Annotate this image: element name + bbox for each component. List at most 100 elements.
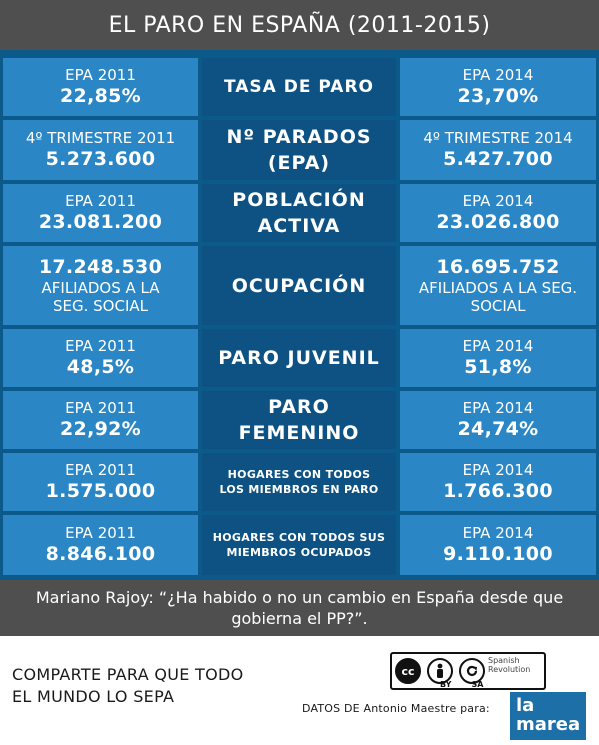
row-title-line2: LOS MIEMBROS EN PARO [219, 483, 379, 496]
right-value: 1.766.300 [443, 480, 553, 502]
left-cell: EPA 2011 1.575.000 [3, 453, 198, 511]
row-title: PARO JUVENIL [218, 347, 380, 369]
right-cell: 16.695.752 AFILIADOS A LA SEG. SOCIAL [400, 246, 596, 325]
logo-line2: marea [516, 714, 581, 735]
left-label: EPA 2011 [65, 66, 136, 84]
right-sub-line2: SOCIAL [470, 297, 526, 315]
left-cell: EPA 2011 22,92% [3, 391, 198, 449]
spanish-revolution-tag: Spanish Revolution [488, 656, 544, 674]
left-value: 48,5% [66, 356, 135, 378]
header-band: EL PARO EN ESPAÑA (2011-2015) [0, 0, 599, 50]
comparison-table: EPA 2011 22,85% TASA DE PARO EPA 2014 23… [0, 50, 599, 580]
left-cell: EPA 2011 22,85% [3, 58, 198, 116]
row-title-line1: HOGARES CON TODOS [227, 468, 371, 481]
cc-sa-label: SA [471, 680, 484, 689]
right-value: 51,8% [464, 356, 532, 378]
right-label: EPA 2014 [462, 399, 534, 417]
right-value: 23,70% [457, 85, 539, 107]
left-label: EPA 2011 [65, 192, 136, 210]
cc-labels: BY SA [440, 680, 503, 689]
tag-line1: Spanish [488, 656, 520, 665]
right-label: EPA 2014 [462, 337, 534, 355]
row-title: OCUPACIÓN [231, 274, 367, 297]
left-value: 22,85% [60, 85, 141, 107]
left-cell: 4º TRIMESTRE 2011 5.273.600 [3, 120, 198, 180]
left-value: 17.248.530 [38, 256, 163, 278]
row-title-line1: PARO [268, 396, 330, 418]
left-value: 8.846.100 [45, 543, 156, 565]
right-cell: EPA 2014 24,74% [400, 391, 596, 449]
left-cell: EPA 2011 48,5% [3, 329, 198, 387]
person-icon [437, 663, 443, 678]
right-label: EPA 2014 [462, 524, 534, 542]
left-value: 23.081.200 [38, 211, 163, 233]
middle-cell: POBLACIÓN ACTIVA [202, 184, 396, 242]
row-title-line1: HOGARES CON TODOS SUS [212, 531, 386, 544]
left-value: 5.273.600 [45, 148, 156, 170]
right-cell: EPA 2014 1.766.300 [400, 453, 596, 511]
left-sub-line1: AFILIADOS A LA [41, 279, 160, 297]
credits-text: DATOS DE Antonio Maestre para: [302, 702, 490, 715]
left-value: 22,92% [60, 418, 141, 440]
left-cell: EPA 2011 8.846.100 [3, 515, 198, 575]
row-num-parados: 4º TRIMESTRE 2011 5.273.600 Nº PARADOS (… [0, 120, 599, 180]
left-sub-line2: SEG. SOCIAL [52, 297, 148, 315]
right-value: 16.695.752 [436, 256, 560, 278]
cc-license-badge: cc [390, 652, 546, 690]
row-paro-juvenil: EPA 2011 48,5% PARO JUVENIL EPA 2014 51,… [0, 329, 599, 387]
middle-cell: HOGARES CON TODOS SUS MIEMBROS OCUPADOS [202, 515, 396, 575]
row-poblacion-activa: EPA 2011 23.081.200 POBLACIÓN ACTIVA EPA… [0, 184, 599, 242]
la-marea-logo: la marea [510, 692, 586, 740]
share-message: COMPARTE PARA QUE TODO EL MUNDO LO SEPA [12, 664, 302, 708]
right-value: 23.026.800 [436, 211, 560, 233]
share-line2: EL MUNDO LO SEPA [12, 687, 175, 706]
right-label: EPA 2014 [462, 461, 534, 479]
row-title-line2: FEMENINO [238, 422, 360, 444]
row-title-line1: POBLACIÓN [232, 189, 366, 211]
middle-cell: TASA DE PARO [202, 58, 396, 116]
share-line1: COMPARTE PARA QUE TODO [12, 665, 244, 684]
right-value: 5.427.700 [443, 148, 553, 170]
middle-cell: PARO JUVENIL [202, 329, 396, 387]
share-alike-arrow-icon [466, 665, 478, 677]
middle-cell: Nº PARADOS (EPA) [202, 120, 396, 180]
tag-line2: Revolution [488, 665, 531, 674]
row-title-line2: (EPA) [267, 152, 331, 174]
row-title-line2: MIEMBROS OCUPADOS [226, 546, 372, 559]
row-ocupacion: 17.248.530 AFILIADOS A LA SEG. SOCIAL OC… [0, 246, 599, 325]
right-label: EPA 2014 [462, 66, 534, 84]
quote-line2: gobierna el PP?”. [231, 609, 368, 628]
row-title: TASA DE PARO [224, 77, 374, 97]
quote-text: Mariano Rajoy: “¿Ha habido o no un cambi… [36, 587, 563, 629]
row-paro-femenino: EPA 2011 22,92% PARO FEMENINO EPA 2014 2… [0, 391, 599, 449]
right-label: EPA 2014 [462, 192, 534, 210]
row-title-line2: ACTIVA [257, 215, 341, 237]
by-person-icon [427, 658, 453, 684]
page-title: EL PARO EN ESPAÑA (2011-2015) [108, 12, 491, 38]
right-cell: EPA 2014 51,8% [400, 329, 596, 387]
cc-icon: cc [395, 658, 421, 684]
row-tasa-de-paro: EPA 2011 22,85% TASA DE PARO EPA 2014 23… [0, 58, 599, 116]
left-label: 4º TRIMESTRE 2011 [25, 129, 176, 147]
row-hogares-paro: EPA 2011 1.575.000 HOGARES CON TODOS LOS… [0, 453, 599, 511]
left-label: EPA 2011 [65, 399, 136, 417]
right-cell: EPA 2014 23,70% [400, 58, 596, 116]
right-label: 4º TRIMESTRE 2014 [423, 129, 573, 147]
left-cell: EPA 2011 23.081.200 [3, 184, 198, 242]
middle-cell: PARO FEMENINO [202, 391, 396, 449]
right-value: 9.110.100 [443, 543, 553, 565]
quote-band: Mariano Rajoy: “¿Ha habido o no un cambi… [0, 580, 599, 636]
row-title-line1: Nº PARADOS [226, 126, 372, 148]
left-label: EPA 2011 [65, 524, 136, 542]
right-cell: 4º TRIMESTRE 2014 5.427.700 [400, 120, 596, 180]
cc-by-label: BY [440, 680, 452, 689]
left-value: 1.575.000 [45, 480, 156, 502]
left-label: EPA 2011 [65, 337, 136, 355]
left-label: EPA 2011 [65, 461, 136, 479]
right-cell: EPA 2014 9.110.100 [400, 515, 596, 575]
left-cell: 17.248.530 AFILIADOS A LA SEG. SOCIAL [3, 246, 198, 325]
row-hogares-ocupados: EPA 2011 8.846.100 HOGARES CON TODOS SUS… [0, 515, 599, 575]
logo-line1: la [516, 695, 535, 716]
share-alike-icon [459, 658, 485, 684]
